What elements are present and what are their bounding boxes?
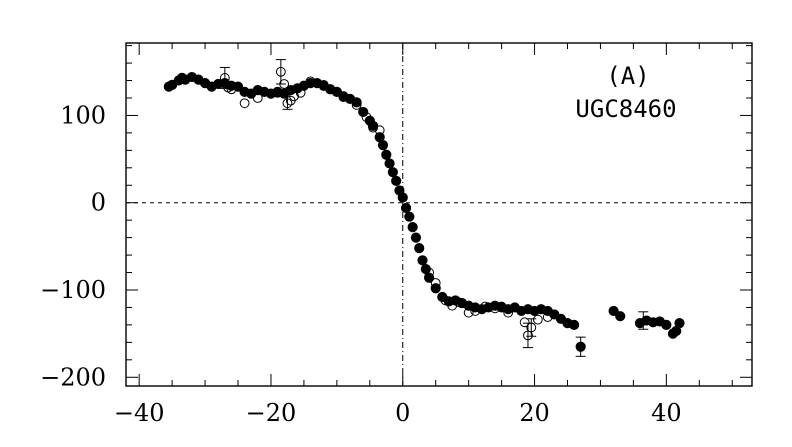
- data-point-open: [239, 98, 250, 109]
- data-point-filled: [387, 167, 398, 178]
- data-point-open: [424, 267, 435, 278]
- data-point-filled: [568, 319, 580, 331]
- data-point-open: [453, 297, 464, 308]
- data-point-open: [526, 322, 537, 333]
- x-tick-labels: −40 −20 0 20 40: [114, 399, 682, 427]
- data-point-open: [496, 301, 507, 312]
- data-point-open: [219, 73, 230, 83]
- data-point-filled: [410, 232, 422, 243]
- data-point-filled: [358, 106, 369, 118]
- data-point-filled: [430, 283, 441, 294]
- y-tick-label: 100: [60, 101, 106, 129]
- data-point-filled: [615, 311, 626, 322]
- data-point-open: [295, 87, 306, 98]
- data-point-filled: [384, 158, 395, 169]
- x-tick-label: −20: [246, 399, 297, 427]
- data-points: [163, 66, 685, 352]
- data-point-filled: [404, 211, 415, 222]
- data-point-open: [463, 307, 474, 318]
- data-point-open: [519, 317, 530, 328]
- plot-frame: [125, 42, 753, 387]
- y-tick-labels: −200 −100 0 100: [40, 101, 106, 391]
- data-point-open: [361, 112, 372, 123]
- y-tick-label: −200: [40, 363, 106, 391]
- data-point-open: [542, 312, 553, 322]
- data-point-open: [503, 307, 514, 318]
- plot-border: [125, 42, 753, 387]
- data-point-filled: [351, 97, 362, 108]
- data-point-filled: [608, 305, 619, 317]
- reference-lines: [126, 43, 752, 386]
- data-point-filled: [424, 272, 435, 283]
- data-point-open: [532, 314, 543, 325]
- data-point-filled: [674, 318, 685, 329]
- x-tick-label: 20: [519, 399, 550, 427]
- data-point-filled: [397, 192, 408, 203]
- data-point-open: [374, 125, 385, 136]
- data-point-filled: [414, 243, 425, 254]
- y-tick-label: 0: [91, 189, 106, 217]
- galaxy-name-label: UGC8460: [575, 95, 676, 123]
- x-tick-label: −40: [114, 399, 165, 427]
- x-tick-label: 0: [395, 399, 410, 427]
- data-point-open: [490, 303, 500, 314]
- panel-label: (A): [606, 62, 649, 90]
- data-point-filled: [661, 319, 672, 331]
- x-tick-label: 40: [651, 399, 682, 427]
- data-point-open: [440, 295, 451, 306]
- data-point-open: [226, 84, 237, 95]
- data-point-open: [305, 76, 316, 87]
- data-point-open: [338, 92, 349, 103]
- data-point-open: [562, 318, 573, 329]
- data-point-open: [430, 278, 441, 288]
- data-point-open: [470, 306, 481, 316]
- data-point-open: [252, 93, 263, 103]
- data-point-open: [325, 84, 336, 95]
- data-point-filled: [381, 149, 392, 160]
- data-point-open: [282, 98, 293, 109]
- data-point-open: [351, 100, 362, 110]
- data-point-filled: [417, 255, 428, 266]
- data-point-open: [480, 301, 491, 312]
- data-point-filled: [368, 120, 379, 132]
- data-point-filled: [377, 140, 389, 151]
- data-point-open: [279, 79, 290, 89]
- data-point-filled: [575, 341, 586, 352]
- data-point-filled: [400, 202, 412, 214]
- data-point-open: [275, 66, 286, 77]
- y-tick-label: −100: [40, 276, 106, 304]
- data-point-open: [368, 122, 379, 133]
- data-point-filled: [391, 175, 402, 186]
- data-point-open: [272, 87, 283, 98]
- data-point-filled: [407, 222, 418, 233]
